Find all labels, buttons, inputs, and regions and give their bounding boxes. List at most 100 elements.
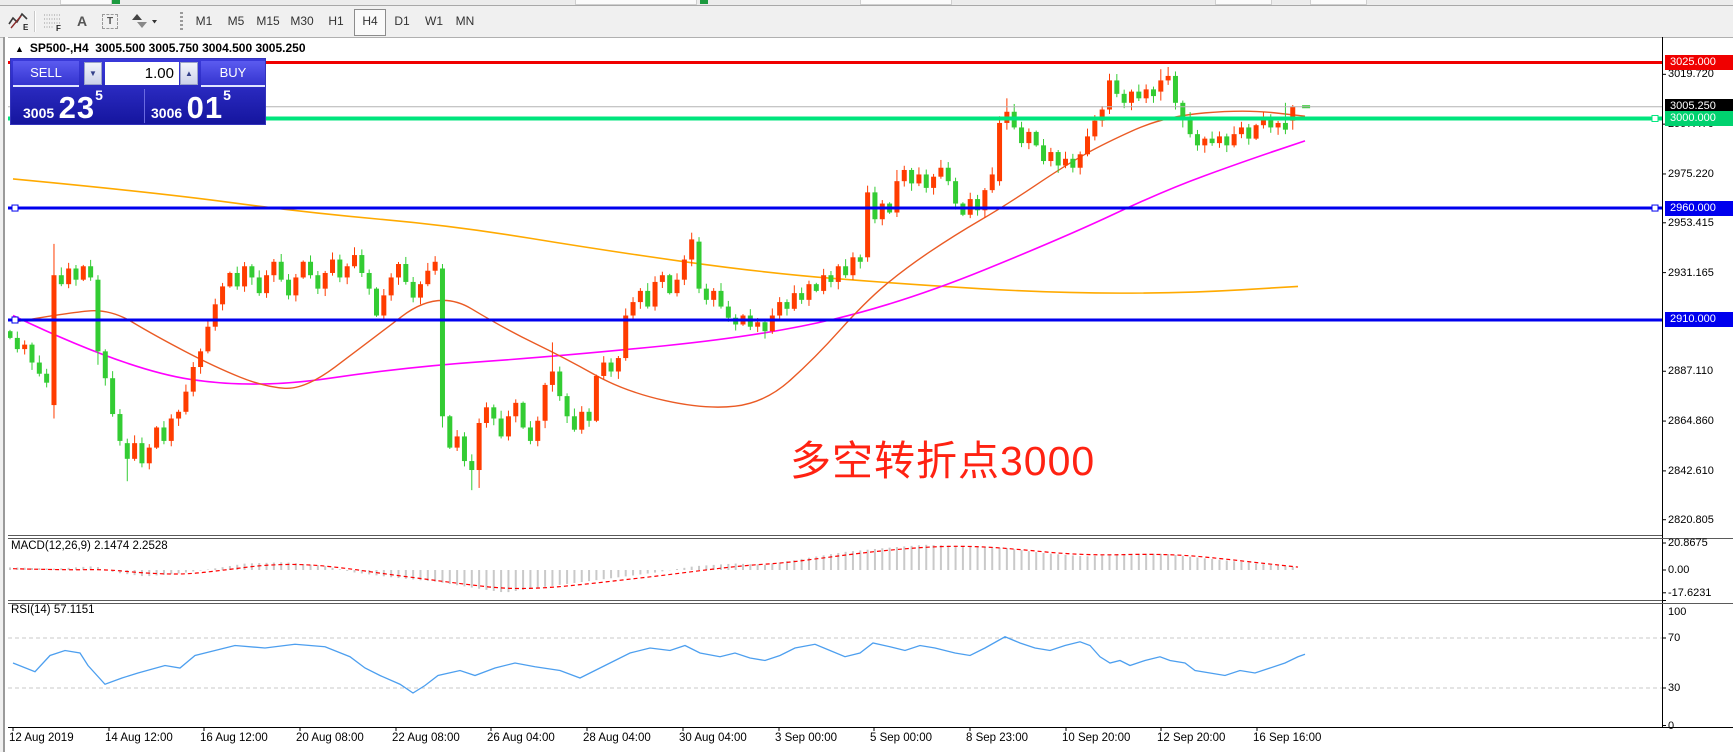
time-axis-label: 20 Aug 08:00	[296, 732, 364, 744]
hline-handle[interactable]	[11, 316, 19, 324]
text-tool-icon[interactable]: T	[98, 9, 122, 33]
indicators-chart-icon[interactable]: E	[5, 9, 31, 33]
arrow-tool-icon[interactable]: A	[76, 13, 88, 29]
price-tick-label: 2887.110	[1668, 365, 1714, 378]
symbol-period: SP500-,H4	[29, 41, 89, 55]
candle	[623, 315, 629, 359]
candle	[80, 266, 86, 280]
sell-button[interactable]: SELL	[13, 61, 79, 87]
price-tick-label: 2975.220	[1668, 167, 1714, 180]
volume-up-button[interactable]: ▲	[180, 62, 198, 85]
candle	[366, 272, 372, 289]
candle	[769, 315, 775, 332]
candle	[1033, 131, 1039, 146]
candle	[278, 261, 284, 280]
candle	[227, 272, 233, 287]
top-edge-widget	[1310, 0, 1367, 5]
price-tick-label: 2931.165	[1668, 266, 1714, 279]
timeframe-M15[interactable]: M15	[256, 14, 280, 28]
sell-price[interactable]: 3005 235	[23, 87, 103, 125]
candle	[410, 281, 416, 298]
candle	[1290, 106, 1296, 121]
timeframe-W1[interactable]: W1	[425, 14, 443, 28]
ohlc-quotes: 3005.500 3005.750 3004.500 3005.250	[95, 41, 306, 55]
sell-price-sup: 5	[95, 87, 103, 103]
candle	[1019, 127, 1025, 144]
volume-input[interactable]	[105, 62, 179, 85]
chart-window[interactable]: ▲ SP500-,H4 3005.500 3005.750 3004.500 30…	[3, 37, 1733, 752]
candle	[381, 295, 387, 316]
price-badge-3025.000: 3025.000	[1665, 55, 1733, 70]
sell-price-big: 23	[58, 90, 96, 125]
volume-down-button[interactable]: ▼	[84, 62, 102, 85]
candle	[586, 411, 592, 421]
candle	[696, 241, 702, 289]
macd-signal-line	[12, 545, 1299, 590]
candle	[234, 272, 240, 287]
time-axis-label: 8 Sep 23:00	[966, 732, 1029, 744]
candle	[982, 190, 988, 211]
timeframe-M1[interactable]: M1	[195, 14, 213, 28]
candle	[271, 261, 277, 276]
hline-handle[interactable]	[1651, 204, 1659, 212]
candle	[527, 427, 533, 441]
candle	[88, 266, 94, 278]
candle	[483, 407, 489, 423]
candle	[1143, 89, 1149, 99]
candle	[1231, 134, 1237, 146]
timeframe-H4[interactable]: H4	[354, 9, 386, 36]
candle	[659, 275, 665, 282]
candle	[652, 281, 658, 307]
candle	[139, 443, 145, 464]
candle	[1128, 91, 1134, 103]
price-tick-label: 2953.415	[1668, 216, 1714, 229]
hline-handle[interactable]	[11, 204, 19, 212]
candle	[1268, 118, 1274, 128]
candle	[14, 337, 20, 350]
candle	[645, 290, 651, 307]
candle	[1165, 75, 1171, 81]
candle	[579, 411, 585, 430]
candle	[1070, 158, 1076, 168]
candle	[198, 351, 204, 368]
buy-price[interactable]: 3006 015	[151, 87, 231, 125]
time-axis-label: 12 Aug 2019	[9, 732, 74, 744]
chart-annotation-text[interactable]: 多空转折点3000	[790, 438, 1096, 484]
one-click-trade-panel: SELL ▼ ▲ BUY 3005 235 3006 015	[10, 58, 266, 125]
price-chart[interactable]	[5, 37, 1733, 752]
candle	[1209, 138, 1215, 144]
candle	[571, 416, 577, 430]
shapes-tool-icon[interactable]	[128, 9, 162, 33]
candle	[703, 288, 709, 300]
main-chart-layer	[8, 66, 1311, 491]
candle	[1114, 80, 1120, 94]
candle	[44, 373, 50, 383]
candle	[1158, 80, 1164, 92]
candle	[1246, 127, 1252, 139]
trade-panel-divider	[144, 89, 145, 123]
rsi-tick-label: 100	[1668, 606, 1687, 618]
candle	[176, 411, 182, 419]
candle	[975, 199, 981, 211]
timeframe-M5[interactable]: M5	[227, 14, 245, 28]
buy-button[interactable]: BUY	[201, 61, 265, 87]
toolbar-grip[interactable]	[180, 12, 183, 31]
rsi-layer	[8, 636, 1662, 694]
price-tick-label: 2842.610	[1668, 464, 1714, 477]
candle	[249, 266, 255, 278]
rsi-tick-label: 0	[1668, 719, 1675, 732]
grid-windows-icon[interactable]: F	[40, 9, 66, 33]
candle	[337, 259, 343, 278]
candle	[674, 279, 680, 294]
hline-handle[interactable]	[1651, 114, 1659, 122]
candle	[388, 277, 394, 296]
timeframe-D1[interactable]: D1	[394, 14, 410, 28]
timeframe-MN[interactable]: MN	[455, 14, 475, 28]
candle	[1121, 93, 1127, 103]
candle	[1099, 109, 1105, 121]
candle	[828, 275, 834, 282]
timeframe-H1[interactable]: H1	[328, 14, 344, 28]
timeframe-M30[interactable]: M30	[290, 14, 314, 28]
time-axis-label: 30 Aug 04:00	[679, 732, 747, 744]
time-axis-label: 16 Aug 12:00	[200, 732, 268, 744]
